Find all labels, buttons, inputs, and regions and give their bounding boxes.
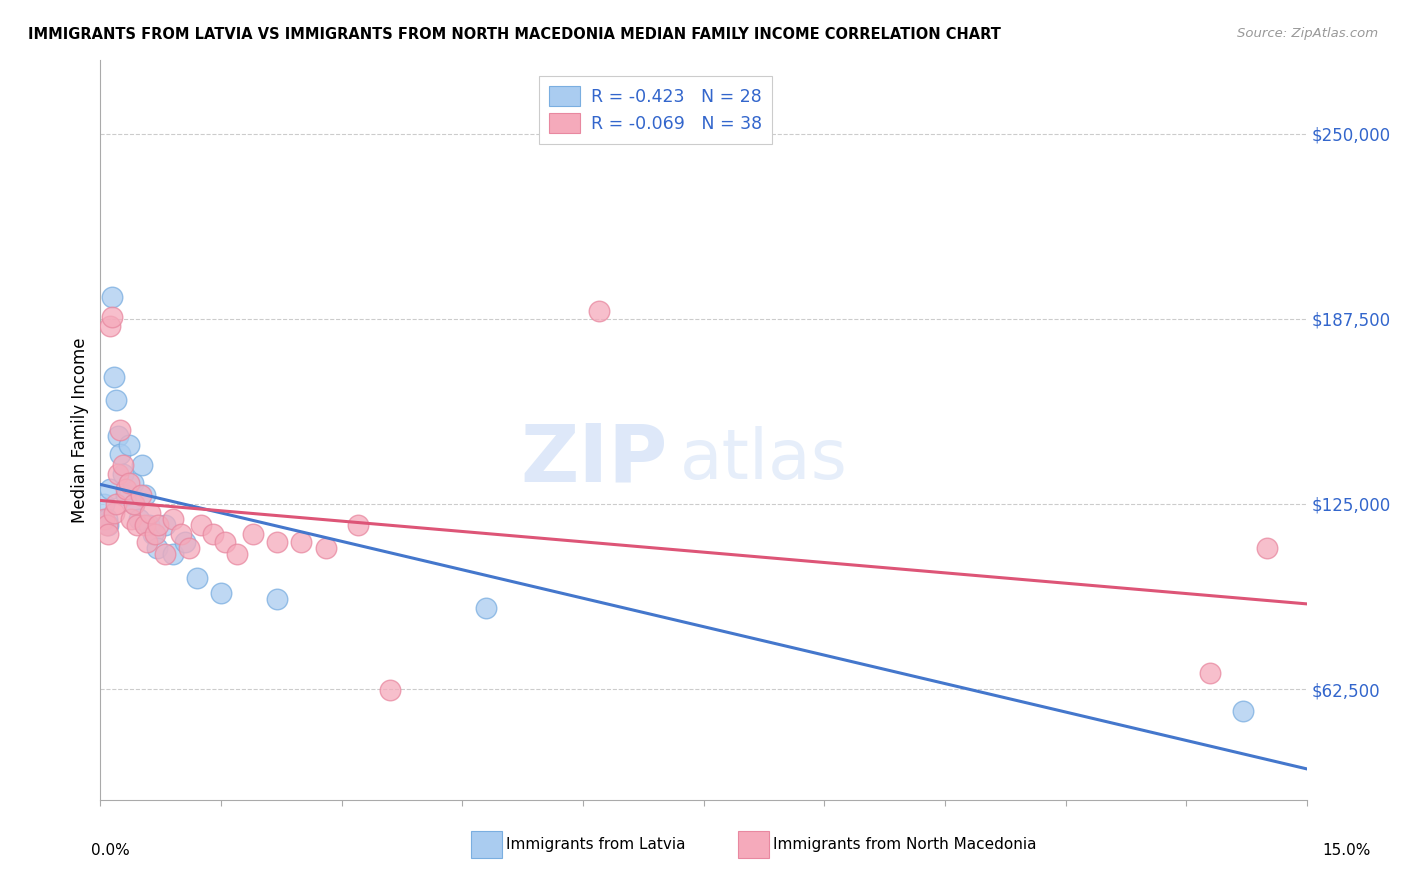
Point [134,488,156,502]
Legend: R = -0.423   N = 28, R = -0.069   N = 38: R = -0.423 N = 28, R = -0.069 N = 38 [538,76,772,144]
Point [266,535,288,549]
Point [143,526,166,541]
Text: Immigrants from North Macedonia: Immigrants from North Macedonia [773,838,1036,852]
Point [125,517,148,532]
Point [128,512,150,526]
Point [110,446,132,460]
Point [201,526,224,541]
Point [346,517,368,532]
Point [120,512,142,526]
Point [142,526,165,541]
Point [315,541,337,556]
Point [107,467,129,482]
Point [186,571,208,585]
Point [148,517,170,532]
Point [1256,541,1278,556]
Point [588,304,610,318]
Point [117,437,139,451]
Point [145,541,167,556]
Point [107,429,129,443]
Text: 15.0%: 15.0% [1323,843,1371,858]
Y-axis label: Median Family Income: Median Family Income [72,337,89,523]
Point [105,393,128,408]
Point [122,497,145,511]
Point [139,506,162,520]
Point [209,586,232,600]
Point [1199,665,1222,680]
Point [93,512,115,526]
Point [136,535,159,549]
Point [117,476,139,491]
Point [173,535,195,549]
Point [97,526,120,541]
Point [475,600,498,615]
Point [290,535,312,549]
Point [214,535,236,549]
Point [242,526,264,541]
Text: atlas: atlas [679,426,848,493]
Point [98,482,121,496]
Point [162,547,184,561]
Point [162,512,184,526]
Text: ZIP: ZIP [520,420,668,499]
Point [266,591,288,606]
Point [115,488,138,502]
Point [129,488,152,502]
Text: Immigrants from Latvia: Immigrants from Latvia [506,838,686,852]
Point [122,497,145,511]
Point [190,517,212,532]
Point [98,319,121,334]
Point [101,289,124,303]
Point [93,497,115,511]
Point [153,517,176,532]
Point [131,458,153,473]
Point [378,683,401,698]
Point [177,541,200,556]
Point [101,310,124,325]
Point [111,458,134,473]
Point [110,423,132,437]
Point [121,476,143,491]
Text: 0.0%: 0.0% [91,843,131,858]
Point [96,517,118,532]
Point [97,517,120,532]
Point [226,547,249,561]
Text: Source: ZipAtlas.com: Source: ZipAtlas.com [1237,27,1378,40]
Point [138,517,160,532]
Point [111,467,134,482]
Point [105,497,128,511]
Point [1232,704,1254,718]
Point [134,517,156,532]
Point [103,506,125,520]
Point [103,369,125,384]
Text: IMMIGRANTS FROM LATVIA VS IMMIGRANTS FROM NORTH MACEDONIA MEDIAN FAMILY INCOME C: IMMIGRANTS FROM LATVIA VS IMMIGRANTS FRO… [28,27,1001,42]
Point [170,526,193,541]
Point [115,482,138,496]
Point [96,512,118,526]
Point [153,547,176,561]
